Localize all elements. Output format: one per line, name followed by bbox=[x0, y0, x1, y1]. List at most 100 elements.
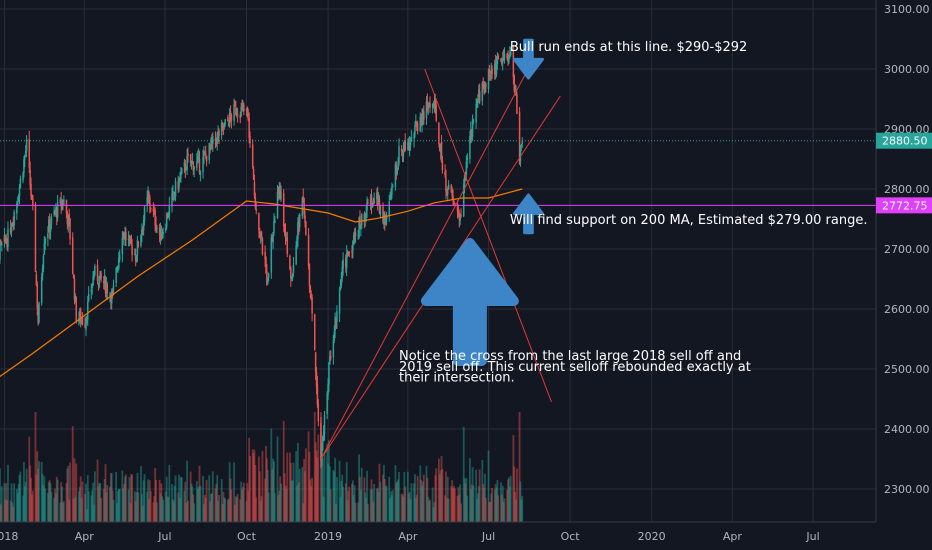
volume-bar bbox=[408, 491, 411, 522]
x-tick-label: Apr bbox=[723, 530, 743, 543]
candle-body bbox=[500, 58, 502, 62]
candle-body bbox=[178, 178, 180, 187]
candle-body bbox=[235, 112, 238, 114]
volume-bar bbox=[233, 462, 235, 522]
volume-bar bbox=[100, 497, 102, 522]
volume-bar bbox=[112, 500, 115, 522]
volume-bar bbox=[520, 499, 523, 522]
candle-body bbox=[329, 355, 331, 365]
volume-bar bbox=[260, 496, 263, 522]
volume-bar bbox=[168, 464, 171, 522]
candle-body bbox=[470, 129, 472, 137]
volume-bar bbox=[203, 504, 205, 522]
volume-bar bbox=[383, 479, 386, 522]
candle-body bbox=[29, 169, 31, 186]
volume-bar bbox=[378, 463, 381, 522]
volume-bar bbox=[192, 494, 195, 522]
volume-bar bbox=[389, 497, 392, 522]
candle-body bbox=[204, 153, 207, 156]
volume-bar bbox=[390, 494, 393, 522]
candle-body bbox=[515, 92, 517, 94]
candle-body bbox=[454, 202, 456, 205]
volume-bar bbox=[364, 492, 367, 522]
candle-body bbox=[518, 112, 521, 164]
volume-bar bbox=[519, 481, 522, 522]
price-axis[interactable]: 3100.003000.002900.002800.002700.002600.… bbox=[875, 0, 932, 550]
candle-body bbox=[298, 214, 301, 228]
volume-bar bbox=[93, 471, 96, 522]
candle-body bbox=[229, 111, 232, 116]
volume-bar bbox=[277, 494, 280, 522]
candle-body bbox=[279, 186, 281, 199]
candle-body bbox=[363, 213, 366, 222]
volume-bar bbox=[183, 490, 186, 522]
candle-body bbox=[54, 211, 56, 213]
volume-bar bbox=[371, 489, 374, 522]
volume-bar bbox=[445, 498, 448, 522]
volume-bar bbox=[329, 489, 332, 522]
candle-body bbox=[249, 136, 251, 144]
volume-bar bbox=[43, 476, 46, 522]
volume-bar bbox=[241, 489, 243, 522]
candle-body bbox=[67, 214, 70, 226]
volume-bar bbox=[28, 436, 31, 522]
candle-body bbox=[73, 278, 76, 300]
candle-body bbox=[327, 384, 329, 396]
volume-bar bbox=[227, 498, 230, 522]
candle-body bbox=[203, 153, 205, 157]
candle-body bbox=[125, 232, 127, 240]
volume-bar bbox=[78, 491, 80, 522]
candle-body bbox=[215, 141, 218, 145]
candle-body bbox=[47, 233, 49, 239]
candle-body bbox=[450, 184, 453, 192]
candle-body bbox=[315, 371, 318, 387]
volume-bar bbox=[74, 496, 77, 522]
candle-body bbox=[495, 63, 498, 75]
candle-body bbox=[168, 204, 171, 217]
y-tick-label: 2600.00 bbox=[884, 303, 930, 316]
x-tick-label: Apr bbox=[75, 530, 95, 543]
volume-bar bbox=[363, 477, 366, 522]
volume-bar bbox=[22, 495, 24, 522]
candle-body bbox=[234, 104, 236, 107]
volume-bar bbox=[267, 492, 270, 522]
candle-body bbox=[311, 297, 313, 314]
volume-bar bbox=[354, 502, 357, 522]
candle-body bbox=[117, 266, 119, 271]
volume-bar bbox=[80, 498, 83, 522]
price-badge-label: 2772.75 bbox=[882, 199, 928, 212]
price-badge bbox=[876, 132, 932, 149]
volume-bar bbox=[410, 483, 413, 522]
candle-body bbox=[25, 139, 28, 152]
candle-body bbox=[6, 242, 8, 247]
volume-bar bbox=[172, 501, 175, 522]
candle-body bbox=[230, 114, 233, 121]
volume-bar bbox=[40, 461, 43, 522]
volume-bar bbox=[379, 482, 382, 522]
volume-bar bbox=[341, 474, 344, 522]
volume-bar bbox=[109, 473, 112, 522]
candle-body bbox=[137, 241, 140, 247]
candle-body bbox=[98, 275, 101, 287]
candle-body bbox=[314, 314, 316, 351]
candle-body bbox=[248, 117, 250, 139]
candle-body bbox=[272, 232, 274, 243]
candle-body bbox=[497, 55, 500, 60]
volume-bar bbox=[23, 486, 26, 522]
volume-bar bbox=[396, 481, 399, 522]
candle-body bbox=[507, 55, 509, 63]
x-tick-label: Jul bbox=[157, 530, 171, 543]
candle-body bbox=[24, 155, 26, 160]
candle-body bbox=[407, 143, 410, 148]
volume-bar bbox=[59, 502, 62, 522]
candle-body bbox=[302, 196, 304, 199]
candle-body bbox=[509, 49, 512, 56]
time-axis[interactable]: 2018 Apr Jul Oct 2019 Apr Jul Oct 2020 Apr Jul bbox=[0, 521, 932, 550]
volume-bar bbox=[279, 476, 282, 522]
candle-body bbox=[23, 159, 25, 174]
candle-body bbox=[50, 216, 53, 225]
volume-bar bbox=[29, 465, 32, 522]
candle-body bbox=[87, 293, 90, 301]
candle-body bbox=[180, 173, 182, 179]
